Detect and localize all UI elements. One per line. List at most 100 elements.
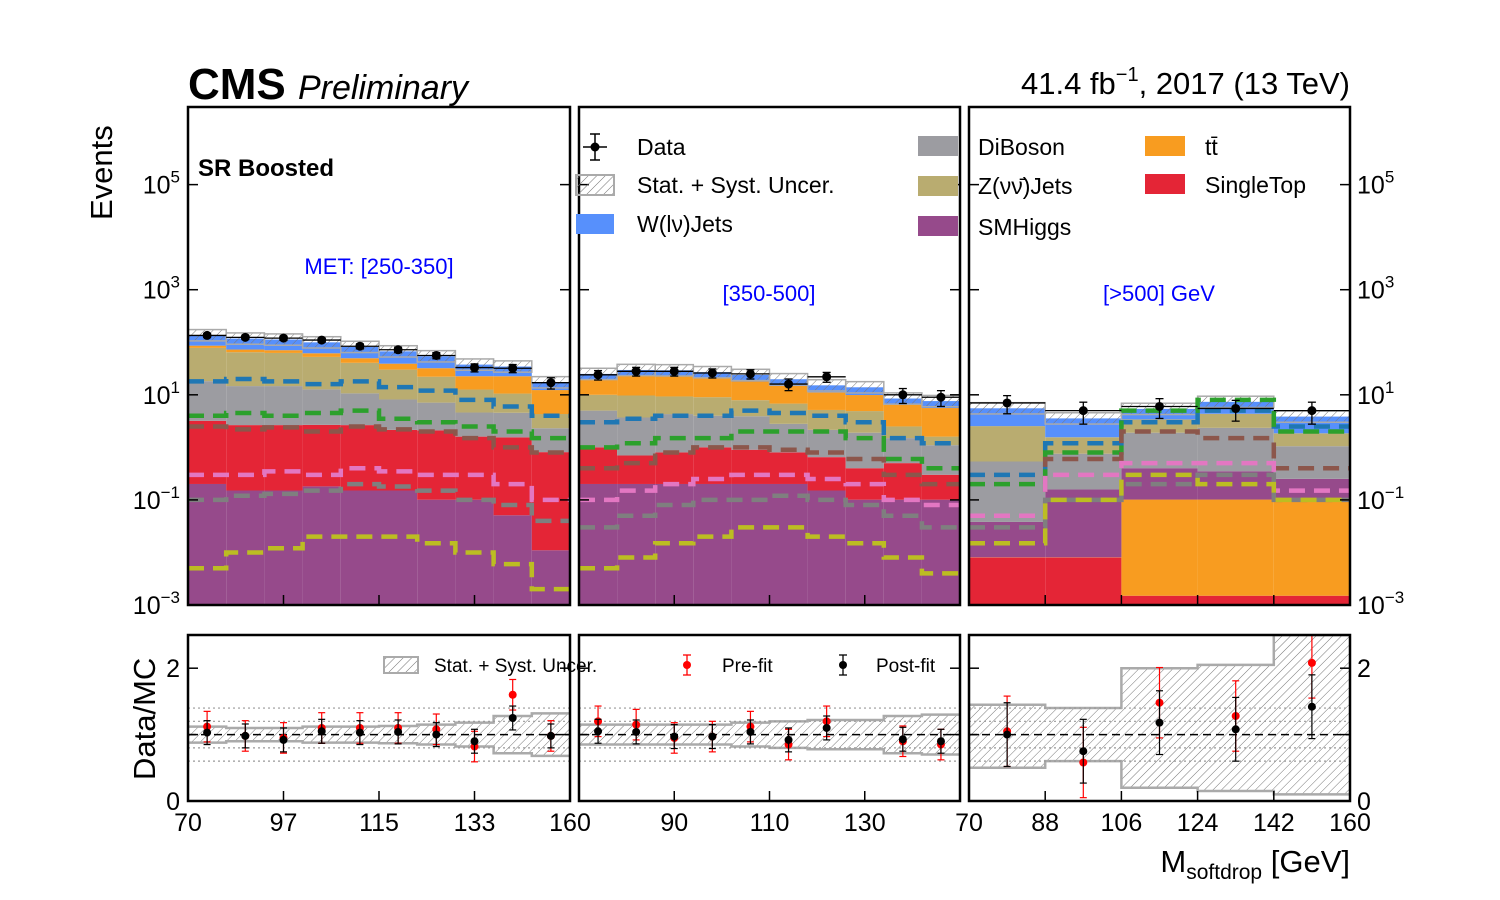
x-tick-label-0-4: 160 bbox=[549, 809, 591, 837]
data-point-2-1 bbox=[1045, 401, 1122, 425]
ratio-legend: Stat. + Syst. Uncer. Pre-fit Post-fit bbox=[383, 654, 936, 677]
stack-bar-smhiggs-0-4 bbox=[340, 490, 379, 605]
stack-bar-diboson-2-4 bbox=[1273, 446, 1350, 479]
x-tick-label-2-0: 70 bbox=[955, 809, 983, 837]
ratio-marker bbox=[203, 728, 212, 737]
stack-bar-ttbar-0-9 bbox=[531, 390, 570, 415]
ratio-postfit-point-0-5 bbox=[394, 719, 403, 745]
stack-bar-diboson-1-3 bbox=[693, 415, 732, 448]
stack-bar-zjets-1-8 bbox=[883, 426, 922, 439]
stack-bar-zjets-0-5 bbox=[379, 369, 418, 400]
y-tick-label-right-4: 105 bbox=[1357, 168, 1394, 200]
data-point-1-1 bbox=[617, 366, 656, 377]
stack-bar-smhiggs-0-8 bbox=[493, 515, 532, 605]
ratio-marker bbox=[432, 730, 441, 739]
stack-bar-singletop-2-2 bbox=[1121, 595, 1198, 605]
ratio-postfit-point-2-2 bbox=[1155, 690, 1164, 756]
data-marker bbox=[431, 350, 441, 360]
legend-smhiggs-swatch bbox=[918, 216, 958, 236]
y-tick-base: 10 bbox=[1357, 382, 1385, 410]
data-point-2-4 bbox=[1273, 401, 1350, 425]
stack-bar-singletop-0-8 bbox=[493, 437, 532, 516]
stack-bar-singletop-1-8 bbox=[883, 463, 922, 500]
stack-bar-diboson-1-2 bbox=[655, 414, 694, 453]
signal-line-olive-0 bbox=[188, 534, 570, 592]
data-marker bbox=[279, 333, 288, 343]
stack-bar-smhiggs-0-5 bbox=[379, 490, 418, 605]
y-axis-label-events: Events bbox=[84, 125, 119, 220]
ratio-postfit-point-1-2 bbox=[670, 724, 679, 750]
data-marker bbox=[317, 335, 327, 345]
legend-singletop-swatch bbox=[1145, 174, 1185, 194]
ratio-postfit-point-0-3 bbox=[317, 718, 326, 744]
stack-bar-smhiggs-0-1 bbox=[226, 490, 265, 605]
ratio-marker bbox=[546, 731, 555, 740]
stack-bar-ttbar-0-8 bbox=[493, 376, 532, 394]
x-tick-label-2-3: 124 bbox=[1177, 809, 1219, 837]
ratio-y-tick-label-left-1: 2 bbox=[166, 655, 180, 683]
data-point-0-9 bbox=[531, 377, 570, 390]
ratio-legend-unc-swatch bbox=[383, 656, 419, 674]
stack-bar-zjets-0-9 bbox=[531, 414, 570, 429]
x-tick-label-2-5: 160 bbox=[1329, 809, 1371, 837]
ratio-y-tick-label-right-1: 2 bbox=[1357, 655, 1371, 683]
y-tick-exponent: −1 bbox=[161, 483, 180, 502]
stack-bar-diboson-2-3 bbox=[1197, 427, 1274, 472]
data-marker bbox=[508, 363, 518, 373]
main-plot-panel-0 bbox=[188, 328, 570, 605]
cms-label: CMS bbox=[188, 60, 286, 109]
preliminary-label: Preliminary bbox=[298, 69, 470, 107]
ratio-postfit-point-1-5 bbox=[784, 727, 793, 753]
stack-bar-ttbar-0-1 bbox=[226, 349, 265, 353]
y-tick-base: 10 bbox=[143, 172, 171, 200]
data-marker bbox=[202, 330, 212, 340]
stack-bar-smhiggs-2-4 bbox=[1273, 478, 1350, 500]
ratio-marker bbox=[1003, 730, 1012, 739]
data-point-0-8 bbox=[493, 363, 532, 374]
signal-line-brown-0 bbox=[188, 424, 570, 455]
y-tick-exponent: 1 bbox=[1385, 378, 1394, 397]
lumi-tail: , 2017 (13 TeV) bbox=[1139, 66, 1350, 101]
stack-bar-zjets-1-2 bbox=[655, 396, 694, 415]
ratio-postfit-point-1-1 bbox=[632, 719, 641, 745]
stack-bar-singletop-1-2 bbox=[655, 452, 694, 484]
stack-bar-singletop-1-0 bbox=[579, 447, 618, 484]
x-tick-label-0-1: 97 bbox=[270, 809, 298, 837]
data-point-1-4 bbox=[731, 369, 770, 380]
y-tick-label-left-4: 105 bbox=[143, 168, 180, 200]
ratio-postfit-point-0-0 bbox=[203, 720, 212, 746]
x-tick-label-2-1: 88 bbox=[1031, 809, 1059, 837]
data-marker bbox=[1231, 403, 1241, 413]
stack-bar-singletop-0-7 bbox=[455, 436, 494, 500]
stack-bar-singletop-0-4 bbox=[340, 425, 379, 491]
ratio-postfit-point-1-8 bbox=[898, 726, 907, 752]
stack-bar-ttbar-0-4 bbox=[340, 358, 379, 363]
stack-bar-singletop-0-5 bbox=[379, 429, 418, 491]
stack-bar-zjets-0-0 bbox=[188, 347, 227, 382]
stack-bar-zjets-2-4 bbox=[1273, 433, 1350, 447]
stack-bar-ttbar-2-3 bbox=[1197, 499, 1274, 596]
stack-bar-singletop-2-0 bbox=[969, 557, 1046, 605]
stack-bar-ttbar-1-8 bbox=[883, 404, 922, 427]
ratio-postfit-point-1-6 bbox=[822, 715, 831, 741]
stack-bar-ttbar-1-0 bbox=[579, 378, 618, 395]
ratio-postfit-point-0-1 bbox=[241, 723, 250, 749]
ratio-legend-postfit-label: Post-fit bbox=[876, 656, 936, 677]
stack-bar-zjets-2-1 bbox=[1045, 437, 1122, 454]
ratio-marker bbox=[784, 735, 793, 744]
data-marker bbox=[898, 390, 908, 400]
stack-bar-singletop-0-1 bbox=[226, 425, 265, 491]
stack-bar-diboson-2-0 bbox=[969, 461, 1046, 522]
data-point-1-8 bbox=[883, 387, 922, 405]
legend-zjets-label: Z(νν̄)Jets bbox=[978, 173, 1073, 199]
data-point-0-6 bbox=[417, 350, 456, 360]
y-tick-base: 10 bbox=[143, 382, 171, 410]
stack-bar-singletop-0-3 bbox=[302, 424, 341, 487]
y-tick-exponent: −3 bbox=[161, 588, 180, 607]
stack-bar-ttbar-1-5 bbox=[769, 385, 808, 404]
y-tick-label-right-1: 10−1 bbox=[1357, 483, 1404, 515]
y-tick-exponent: 3 bbox=[1385, 273, 1394, 292]
legend-diboson-label: DiBoson bbox=[978, 134, 1065, 160]
data-point-1-2 bbox=[655, 366, 694, 377]
signal-line-steelblue-1 bbox=[579, 408, 960, 446]
